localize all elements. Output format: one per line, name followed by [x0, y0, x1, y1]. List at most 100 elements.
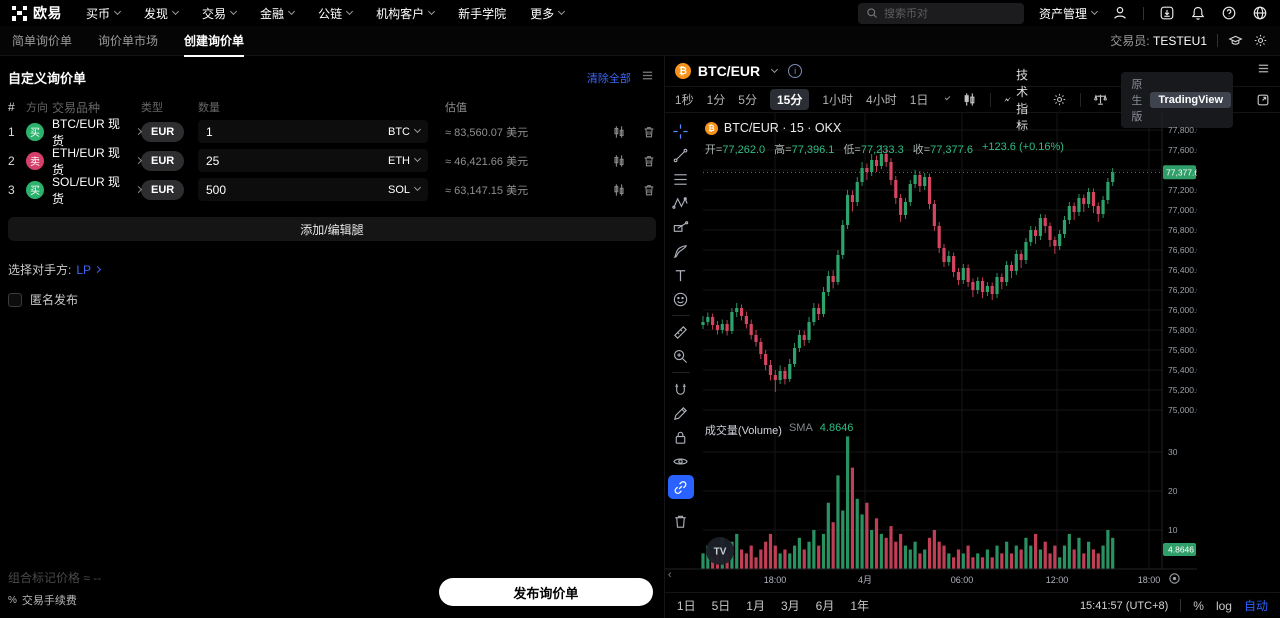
settings-gear-icon[interactable] [1253, 33, 1268, 48]
projection-tool[interactable] [668, 217, 694, 237]
delete-leg-icon[interactable] [642, 125, 656, 139]
range-1d[interactable]: 1日 [676, 599, 696, 613]
chart-menu-icon[interactable] [1257, 62, 1270, 80]
currency-select[interactable]: SOL [388, 184, 422, 196]
notification-bell-icon[interactable] [1190, 5, 1206, 21]
language-globe-icon[interactable] [1252, 5, 1268, 21]
search-input[interactable]: 搜索币对 [857, 2, 1024, 24]
quantity-input[interactable]: 500 SOL [198, 178, 428, 201]
range-5d[interactable]: 5日 [711, 599, 731, 613]
chevron-down-icon[interactable] [771, 65, 779, 73]
tf-5m[interactable]: 5分 [738, 93, 757, 107]
currency-select[interactable]: ETH [388, 155, 422, 167]
chart-style-icon[interactable] [962, 92, 977, 107]
delete-leg-icon[interactable] [642, 154, 656, 168]
tf-15m[interactable]: 15分 [769, 89, 810, 110]
edit-drawing-tool[interactable] [668, 403, 694, 423]
anonymous-checkbox[interactable] [8, 292, 22, 307]
xabcd-pattern-tool[interactable] [668, 193, 694, 213]
tab-simple-rfq[interactable]: 简单询价单 [12, 34, 73, 48]
menu-trade[interactable]: 交易 [202, 5, 238, 22]
clock-timezone[interactable]: 15:41:57 (UTC+8) [1079, 599, 1169, 612]
auto-scale-toggle[interactable]: 自动 [1243, 599, 1268, 613]
tab-create-rfq[interactable]: 创建询价单 [184, 26, 245, 57]
chart-icon[interactable] [612, 183, 626, 197]
menu-chain[interactable]: 公链 [318, 5, 354, 22]
clear-all-link[interactable]: 清除全部 [586, 72, 631, 85]
quantity-input[interactable]: 25 ETH [198, 149, 428, 172]
chart-mode-toggle: 原生版 TradingView [1121, 71, 1233, 128]
crosshair-tool[interactable] [668, 121, 694, 141]
type-pill[interactable]: EUR [141, 179, 185, 200]
text-tool[interactable] [668, 265, 694, 285]
download-icon[interactable] [1159, 5, 1175, 21]
tf-1d[interactable]: 1日 [909, 93, 929, 107]
range-1mo[interactable]: 1月 [746, 599, 765, 613]
indicators-button[interactable]: 技术指标 [1004, 66, 1039, 134]
table-header: # 方向 交易品种 类型 数量 估值 [8, 100, 467, 115]
add-edit-leg-button[interactable]: 添加/编辑腿 [8, 217, 656, 241]
delete-leg-icon[interactable] [642, 183, 656, 197]
hide-drawings-eye-tool[interactable] [668, 451, 694, 471]
chart-icon[interactable] [612, 125, 626, 139]
btc-icon: ₿ [704, 121, 718, 135]
range-1y[interactable]: 1年 [850, 599, 870, 613]
pair-selector[interactable]: SOL/EUR 现货 [52, 173, 143, 207]
emoji-tool[interactable] [668, 289, 694, 309]
scroll-to-realtime-icon[interactable] [1168, 572, 1181, 590]
candlestick-chart[interactable]: 18:00 4月 06:00 12:00 18:00 30 20 10 77,800.0 77,6… [664, 113, 1197, 592]
tf-1s[interactable]: 1秒 [674, 93, 694, 107]
menu-discover[interactable]: 发现 [144, 5, 180, 22]
menu-buy-crypto[interactable]: 买币 [86, 5, 122, 22]
svg-text:10: 10 [1168, 525, 1178, 535]
range-6mo[interactable]: 6月 [815, 599, 835, 613]
log-scale-toggle[interactable]: log [1215, 598, 1232, 613]
zoom-in-tool[interactable] [668, 346, 694, 366]
panel-menu-icon[interactable] [641, 69, 654, 87]
svg-text:77,200.0: 77,200.0 [1168, 185, 1197, 195]
academy-cap-icon[interactable] [1228, 33, 1243, 48]
menu-more[interactable]: 更多 [530, 5, 566, 22]
range-3mo[interactable]: 3月 [780, 599, 800, 613]
assets-menu[interactable]: 资产管理 [1039, 5, 1099, 22]
svg-text:75,400.0: 75,400.0 [1168, 365, 1197, 375]
sync-link-tool[interactable] [667, 475, 694, 499]
svg-text:TV: TV [714, 547, 727, 558]
brush-tool[interactable] [668, 241, 694, 261]
compare-icon[interactable] [1093, 92, 1108, 107]
pair-selector[interactable]: BTC/EUR 现货 [52, 115, 143, 149]
chart-canvas[interactable]: 18:00 4月 06:00 12:00 18:00 30 20 10 77,800.0 77,6… [664, 113, 1280, 592]
scroll-left-icon[interactable]: ‹ [667, 569, 672, 581]
magnet-tool[interactable] [668, 379, 694, 399]
measure-ruler-tool[interactable] [668, 322, 694, 342]
user-icon[interactable] [1112, 5, 1128, 21]
chevron-down-icon[interactable] [945, 94, 951, 101]
menu-finance[interactable]: 金融 [260, 5, 296, 22]
tradingview-option[interactable]: TradingView [1150, 91, 1231, 108]
tf-1m[interactable]: 1分 [706, 93, 726, 107]
fib-lines-tool[interactable] [668, 169, 694, 189]
quantity-input[interactable]: 1 BTC [198, 120, 428, 143]
chart-settings-gear-icon[interactable] [1052, 92, 1067, 107]
expand-icon[interactable] [1256, 93, 1270, 107]
menu-academy[interactable]: 新手学院 [458, 6, 507, 21]
type-pill[interactable]: EUR [141, 121, 185, 142]
tab-rfq-market[interactable]: 询价单市场 [98, 34, 159, 48]
native-chart-option[interactable]: 原生版 [1131, 78, 1143, 123]
currency-select[interactable]: BTC [388, 126, 422, 138]
percent-scale-toggle[interactable]: % [1193, 598, 1204, 613]
counterparty-link[interactable]: LP [76, 263, 102, 277]
help-icon[interactable] [1221, 5, 1237, 21]
remove-drawings-trash-tool[interactable] [668, 511, 694, 531]
menu-institutional[interactable]: 机构客户 [376, 5, 436, 22]
lock-drawings-tool[interactable] [668, 427, 694, 447]
tf-4h[interactable]: 4小时 [866, 93, 897, 107]
pair-selector[interactable]: ETH/EUR 现货 [52, 144, 143, 178]
publish-rfq-button[interactable]: 发布询价单 [438, 578, 653, 606]
chart-icon[interactable] [612, 154, 626, 168]
tf-1h[interactable]: 1小时 [822, 93, 854, 107]
info-icon[interactable]: i [788, 64, 803, 78]
trend-line-tool[interactable] [668, 145, 694, 165]
type-pill[interactable]: EUR [141, 150, 185, 171]
okx-logo[interactable]: 欧易 [12, 3, 62, 23]
